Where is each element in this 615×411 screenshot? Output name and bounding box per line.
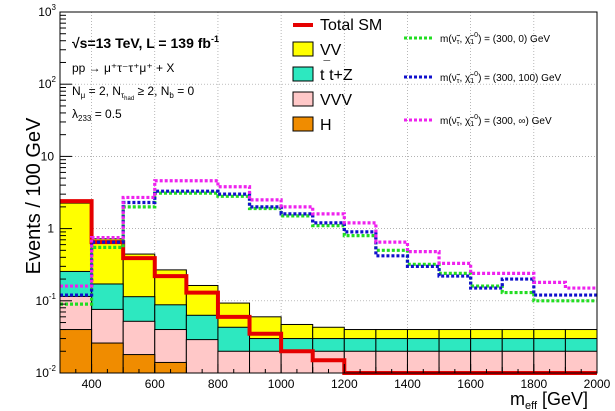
legend-vvv-label: VVV (320, 92, 352, 109)
energy-lumi-label: √s=13 TeV, L = 139 fb-1 (72, 34, 219, 51)
x-tick-label-3: 1000 (268, 377, 295, 391)
lambda-sub: 233 (78, 114, 92, 123)
x-tick-label-6: 1600 (457, 377, 484, 391)
x-tick-label-2: 800 (208, 377, 228, 391)
y-tick-label-3: 10 (41, 149, 55, 163)
legend-signal-0-label: m(ν̃τ, χ̃10) = (300, 0) GeV (440, 32, 550, 46)
energy-lumi-sup: -1 (211, 34, 219, 44)
legend-h-swatch (292, 116, 314, 132)
legend-ttz-label: t¯t+Z (320, 58, 353, 84)
legend-vvv-swatch (292, 91, 314, 107)
legend-vv-label: VV (320, 42, 342, 59)
signal-step-1 (60, 189, 597, 297)
energy-lumi-text: √s=13 TeV, L = 139 fb (72, 35, 211, 51)
bar-vvv-4 (185, 339, 219, 374)
legend-signal-2-label: m(ν̃τ, χ̃10) = (300, ∞) GeV (440, 114, 552, 128)
grid-lines (60, 12, 597, 373)
x-tick-label-7: 1800 (520, 377, 547, 391)
x-tick-label-1: 600 (145, 377, 165, 391)
x-axis-title-main: m (510, 389, 525, 409)
lambda-label: λ233 = 0.5 (72, 107, 122, 123)
legend-signal-1-label: m(ν̃τ, χ̃10) = (300, 100) GeV (440, 71, 562, 85)
x-tick-label-8: 2000 (584, 377, 611, 391)
x-axis-ticks: 400 600 800 1000 1200 1400 1600 1800 2000 (59, 364, 611, 391)
x-tick-label-4: 1200 (331, 377, 358, 391)
legend-vv-swatch (292, 41, 314, 57)
x-tick-label-5: 1400 (394, 377, 421, 391)
bar-h-1 (91, 342, 124, 374)
legend-signal-0-mass: (300, 0) (493, 34, 527, 45)
process-label: pp → μ⁺τ⁻τ⁺μ⁺ + X (72, 61, 174, 75)
y-tick-label-5: 103 (38, 3, 56, 19)
y-axis-ticks: 10-2 10-1 1 10 102 103 (36, 3, 72, 380)
x-axis-title-sub: eff (525, 400, 538, 411)
legend-h-label: H (320, 117, 332, 134)
x-axis-title-unit: [GeV] (537, 389, 588, 409)
y-tick-label-4: 102 (38, 75, 56, 91)
y-tick-label-1: 10-1 (36, 292, 57, 308)
legend-total-label: Total SM (320, 17, 382, 34)
selection-label: Nμ = 2, Nτhad ≥ 2, Nb = 0 (72, 84, 195, 102)
legend-signal-2-mass: (300, ∞) (493, 116, 529, 127)
selection-text: N (72, 84, 81, 98)
y-tick-label-2: 1 (47, 222, 54, 236)
y-tick-label-0: 10-2 (36, 364, 57, 380)
x-axis-title: meff [GeV] (510, 389, 588, 411)
signal-step-2 (60, 179, 597, 290)
x-tick-label-0: 400 (82, 377, 102, 391)
signal-lines (60, 179, 597, 306)
lambda-value: = 0.5 (91, 107, 122, 121)
y-axis-title: Events / 100 GeV (23, 117, 45, 274)
legend-signal-1-mass: (300, 100) (493, 73, 539, 84)
lambda-symbol: λ (72, 107, 78, 121)
legend-ttz-swatch (292, 66, 314, 82)
legend: Total SM VV t¯t+Z VVV H m(ν̃τ, χ̃10) = (… (292, 17, 562, 134)
signal-step-0 (60, 191, 597, 306)
